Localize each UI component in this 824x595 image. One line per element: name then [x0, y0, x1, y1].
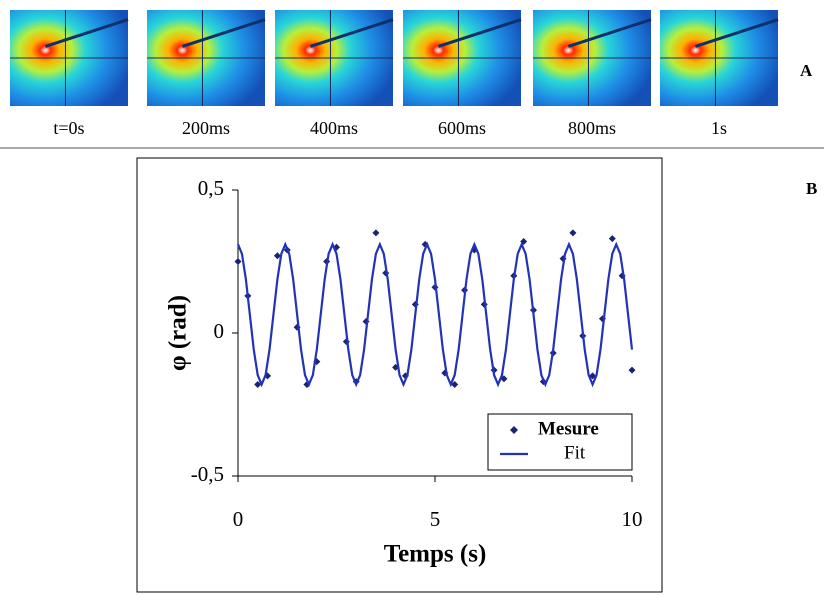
data-point	[569, 229, 577, 237]
data-point	[628, 366, 636, 374]
x-tick-label: 5	[430, 507, 441, 531]
caption: t=0s	[53, 118, 84, 138]
needle	[44, 18, 129, 48]
panel-label: B	[806, 179, 817, 198]
legend-swatch	[510, 426, 518, 434]
needle	[567, 18, 652, 48]
caption: 800ms	[568, 118, 616, 138]
y-tick-label: -0,5	[191, 462, 224, 486]
data-point	[608, 235, 616, 243]
y-tick-label: 0	[214, 319, 225, 343]
needle	[694, 18, 779, 48]
needle	[309, 18, 394, 48]
legend-label: Fit	[564, 442, 586, 463]
caption: 200ms	[182, 118, 230, 138]
caption: 1s	[711, 118, 727, 138]
legend-box	[487, 413, 633, 471]
data-point	[451, 380, 459, 388]
chart-frame	[136, 157, 663, 593]
legend-label: Mesure	[538, 418, 599, 439]
data-point	[254, 380, 262, 388]
data-point	[372, 229, 380, 237]
y-tick-label: 0,5	[198, 176, 224, 200]
x-tick-label: 10	[622, 507, 643, 531]
data-point	[273, 252, 281, 260]
fit-line	[236, 241, 634, 388]
caption: 400ms	[310, 118, 358, 138]
y-axis-title: φ (rad)	[165, 295, 192, 371]
needle	[437, 18, 522, 48]
caption: 600ms	[438, 118, 486, 138]
needle	[181, 18, 266, 48]
x-axis-title: Temps (s)	[384, 541, 487, 568]
data-point	[234, 258, 242, 265]
panel-label: A	[800, 61, 813, 80]
x-tick-label: 0	[233, 507, 244, 531]
